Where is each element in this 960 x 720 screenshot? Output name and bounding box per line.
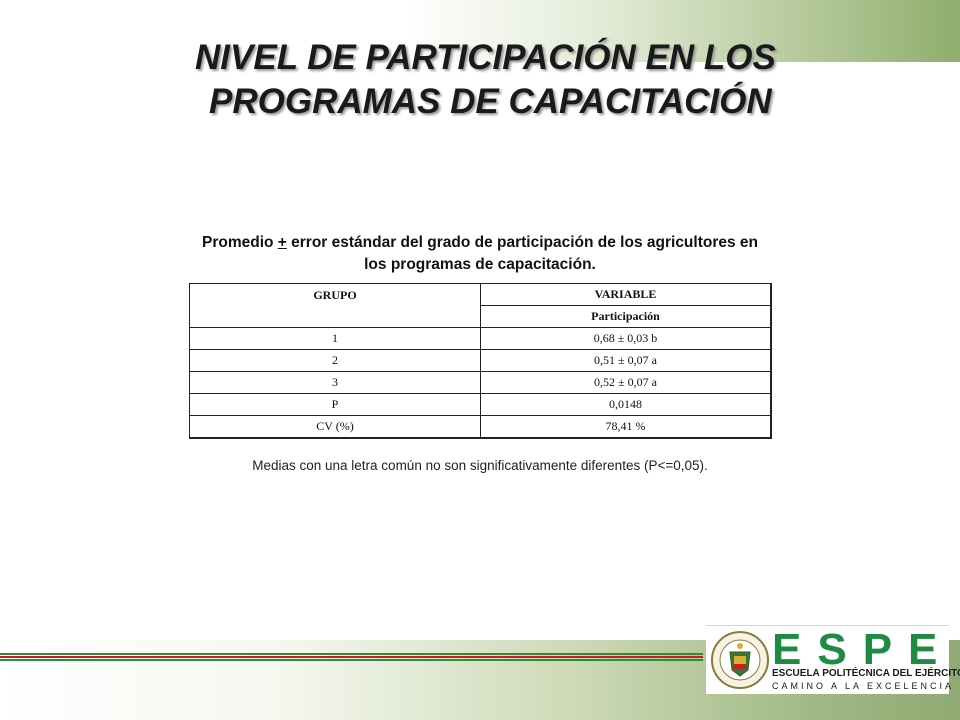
espe-seal-icon	[711, 631, 769, 689]
stripe-red-line	[0, 656, 703, 658]
row-value: 0,0148	[480, 393, 772, 416]
row-group: 2	[189, 349, 481, 372]
caption-part1: Promedio	[201, 234, 278, 251]
top-gradient-band	[0, 0, 960, 62]
row-value: 0,51 ± 0,07 a	[480, 349, 772, 372]
caption-part2: error estándar del grado de participació…	[286, 234, 759, 273]
subheader-participacion: Participación	[480, 305, 772, 328]
espe-subtitle: ESCUELA POLITÉCNICA DEL EJÉRCITO	[772, 668, 960, 679]
row-group: P	[189, 393, 481, 416]
row-value: 0,68 ± 0,03 b	[480, 327, 772, 350]
row-group: 1	[189, 327, 481, 350]
table-caption: Promedio + error estándar del grado de p…	[200, 232, 760, 276]
row-value: 78,41 %	[480, 415, 772, 439]
row-group: 3	[189, 371, 481, 394]
table-row: P 0,0148	[189, 393, 772, 416]
slide-title-line2: PROGRAMAS DE CAPACITACIÓN	[209, 82, 772, 121]
header-variable: VARIABLE	[480, 283, 772, 306]
caption-plus-minus: +	[277, 234, 287, 251]
stripe-green-line	[0, 653, 703, 655]
espe-tagline: CAMINO A LA EXCELENCIA	[772, 681, 955, 691]
espe-letters: ESPE	[772, 625, 954, 674]
table-subheader-row: Participación	[190, 305, 772, 328]
table-header-row: GRUPO VARIABLE	[189, 283, 772, 328]
table-footnote: Medias con una letra común no son signif…	[252, 458, 708, 473]
participation-table: GRUPO VARIABLE Participación 1 0,68 ± 0,…	[189, 283, 772, 439]
table-row: 1 0,68 ± 0,03 b	[189, 327, 772, 350]
stripe-green-line	[0, 659, 703, 661]
table-row: 2 0,51 ± 0,07 a	[189, 349, 772, 372]
row-value: 0,52 ± 0,07 a	[480, 371, 772, 394]
slide-title: NIVEL DE PARTICIPACIÓN EN LOS PROGRAMAS …	[195, 36, 935, 124]
header-group: GRUPO	[189, 283, 481, 328]
row-group: CV (%)	[189, 415, 481, 439]
table-row: CV (%) 78,41 %	[189, 415, 772, 439]
table-row: 3 0,52 ± 0,07 a	[189, 371, 772, 394]
slide-title-line1: NIVEL DE PARTICIPACIÓN EN LOS	[195, 38, 776, 77]
decorative-stripe	[0, 653, 703, 664]
espe-logo: ESPE ESCUELA POLITÉCNICA DEL EJÉRCITO CA…	[706, 625, 960, 694]
